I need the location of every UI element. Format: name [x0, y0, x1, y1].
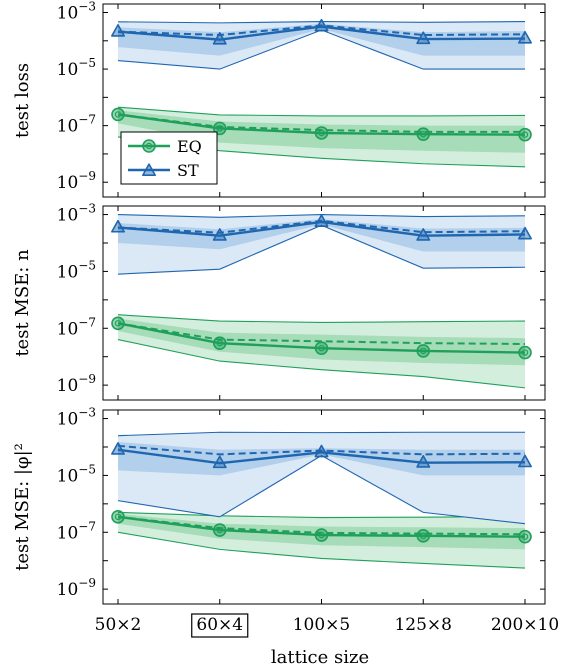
data-point-eq: [111, 316, 125, 331]
y-axis-label: test MSE: |φ|²: [12, 443, 33, 571]
x-tick-label: 100×5: [293, 615, 351, 635]
data-point-eq: [416, 529, 431, 543]
data-point-st: [111, 219, 125, 233]
series-eq-panel-1: [111, 106, 532, 168]
y-tick-label: 10−5: [57, 258, 96, 282]
outer-band-upper-line-eq: [117, 511, 526, 519]
legend-box: [120, 131, 218, 185]
outer-band-upper-line-eq: [117, 314, 526, 324]
outer-band-lower-line-eq: [117, 531, 526, 569]
median-line-eq: [117, 322, 526, 354]
plot-frame: [102, 205, 546, 401]
data-point-st: [314, 18, 329, 32]
y-tick-label: 10−3: [57, 0, 96, 24]
median-line-st: [117, 25, 526, 41]
series-st-panel-3: [111, 431, 532, 525]
y-tick-label: 10−7: [57, 113, 96, 137]
data-point-st: [314, 444, 329, 458]
data-point-st: [416, 31, 431, 45]
legend-marker-st: [142, 163, 156, 177]
mean-line-eq: [117, 322, 526, 345]
data-point-eq: [314, 528, 329, 542]
outer-band-upper-line-st: [117, 431, 525, 437]
inner-band-eq: [118, 110, 525, 153]
data-point-eq: [212, 336, 227, 350]
y-tick-label: 10−3: [57, 406, 96, 430]
y-axis-label: test loss: [12, 63, 33, 138]
data-point-st: [416, 455, 431, 468]
y-tick-label: 10−7: [57, 315, 96, 339]
data-point-eq: [314, 341, 329, 355]
median-line-st: [117, 448, 526, 465]
plot-frame: [102, 409, 546, 605]
mean-line-st: [117, 444, 526, 456]
median-line-eq: [117, 515, 526, 538]
data-point-eq: [212, 121, 227, 136]
data-point-st: [111, 442, 125, 455]
y-tick-label: 10−5: [57, 462, 96, 486]
x-tick-label: 200×10: [491, 615, 559, 635]
y-tick-label: 10−3: [57, 202, 96, 226]
legend-label-eq: EQ: [177, 137, 202, 156]
inner-band-eq: [118, 513, 525, 550]
data-point-eq: [518, 529, 532, 544]
series-st-panel-1: [111, 18, 532, 70]
y-tick-label: 10−9: [57, 372, 96, 396]
data-point-eq: [212, 523, 227, 537]
data-point-eq: [518, 345, 532, 360]
x-tick-label: 60×4: [196, 615, 243, 635]
data-point-st: [111, 24, 125, 37]
panel-1: 10−9 10−7 10−5 10−3 test loss: [12, 0, 546, 198]
outer-band-upper-line-eq: [117, 106, 526, 117]
median-line-eq: [117, 113, 526, 136]
data-point-eq: [314, 126, 329, 140]
series-eq-panel-3: [111, 510, 532, 569]
series-st-panel-2: [111, 214, 532, 275]
x-tick-label: 125×8: [394, 615, 452, 635]
data-point-eq: [111, 510, 125, 524]
data-point-st: [314, 214, 329, 227]
outer-band-lower-line-eq: [117, 339, 526, 389]
y-tick-label: 10−5: [57, 56, 96, 80]
data-point-eq: [416, 127, 431, 141]
data-point-st: [518, 30, 532, 44]
inner-band-st: [118, 218, 525, 252]
data-point-st: [212, 455, 227, 469]
legend-marker-eq: [142, 139, 156, 153]
data-point-st: [212, 31, 227, 45]
y-tick-label: 10−9: [57, 169, 96, 193]
series-eq-panel-2: [111, 314, 532, 389]
legend: EQ ST: [120, 131, 218, 185]
data-point-eq: [111, 107, 125, 122]
y-axis-label: test MSE: n: [12, 249, 33, 357]
plot-frame: [102, 3, 546, 198]
panel-3: 10−9 10−7 10−5 10−3 test MSE: |φ|²: [12, 406, 546, 605]
highlight-box: [191, 613, 249, 638]
data-point-eq: [416, 344, 431, 358]
outer-band-lower-line-st: [117, 224, 526, 275]
data-point-eq: [518, 127, 532, 142]
y-tick-label: 10−7: [57, 519, 96, 543]
data-point-st: [518, 454, 532, 468]
x-axis-label: lattice size: [271, 647, 369, 666]
outer-band-upper-line-st: [117, 20, 526, 24]
data-point-st: [416, 228, 431, 241]
outer-band-lower-line-st: [117, 454, 526, 525]
data-point-st: [212, 228, 227, 241]
legend-label-st: ST: [177, 161, 199, 180]
y-tick-label: 10−9: [57, 576, 96, 600]
data-point-st: [518, 226, 532, 240]
panel-2: 10−9 10−7 10−5 10−3 test MSE: n: [12, 202, 546, 401]
x-tick-label: 50×2: [95, 615, 142, 635]
inner-band-st: [118, 23, 525, 56]
median-line-st: [117, 220, 526, 237]
